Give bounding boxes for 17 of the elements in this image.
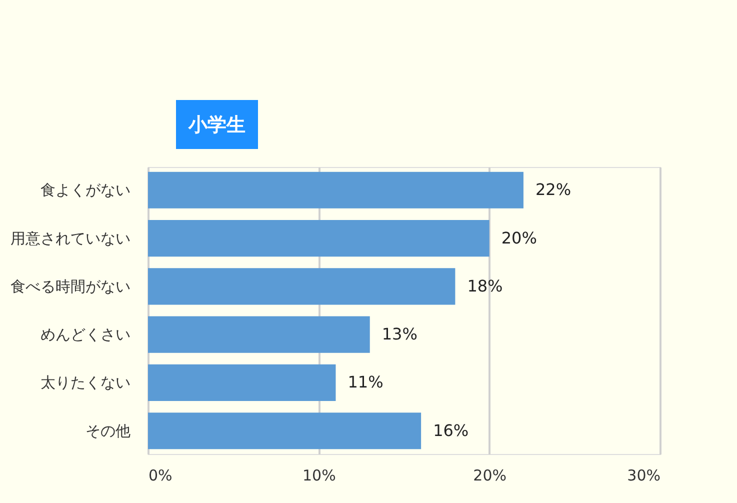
data-label: 22% (535, 180, 572, 200)
y-tick-label: その他 (86, 422, 130, 440)
y-tick-label: 太りたくない (40, 374, 130, 392)
data-label: 18% (467, 276, 503, 296)
data-label: 11% (348, 372, 384, 392)
chart-title: 小学生 (188, 114, 246, 136)
x-tick-label: 10% (302, 466, 336, 484)
data-label: 20% (501, 228, 537, 248)
x-tick-label: 30% (627, 466, 660, 484)
y-tick-label: 食べる時間がない (10, 277, 130, 296)
data-label: 13% (382, 324, 418, 344)
data-label: 16% (433, 420, 469, 440)
y-tick-label: 用意されていない (10, 229, 130, 248)
y-tick-label: めんどくさい (40, 326, 130, 344)
x-tick-label: 0% (148, 466, 172, 484)
x-tick-label: 20% (473, 466, 507, 484)
y-tick-label: 食よくがない (40, 181, 130, 200)
